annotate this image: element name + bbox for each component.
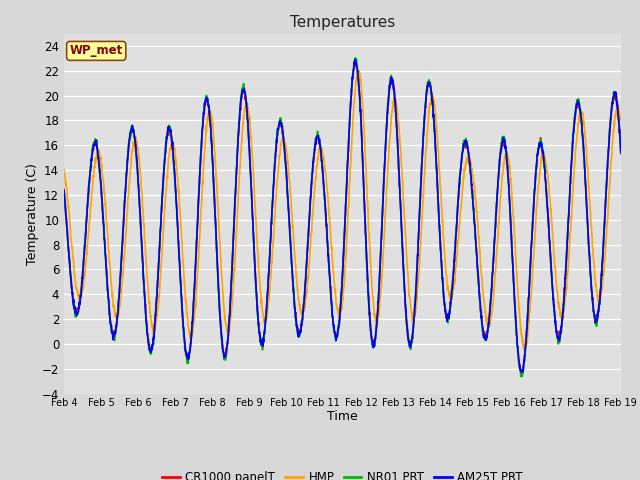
Text: WP_met: WP_met <box>70 44 123 58</box>
Title: Temperatures: Temperatures <box>290 15 395 30</box>
Y-axis label: Temperature (C): Temperature (C) <box>26 163 39 264</box>
Legend: CR1000 panelT, HMP, NR01 PRT, AM25T PRT: CR1000 panelT, HMP, NR01 PRT, AM25T PRT <box>157 466 527 480</box>
X-axis label: Time: Time <box>327 410 358 423</box>
